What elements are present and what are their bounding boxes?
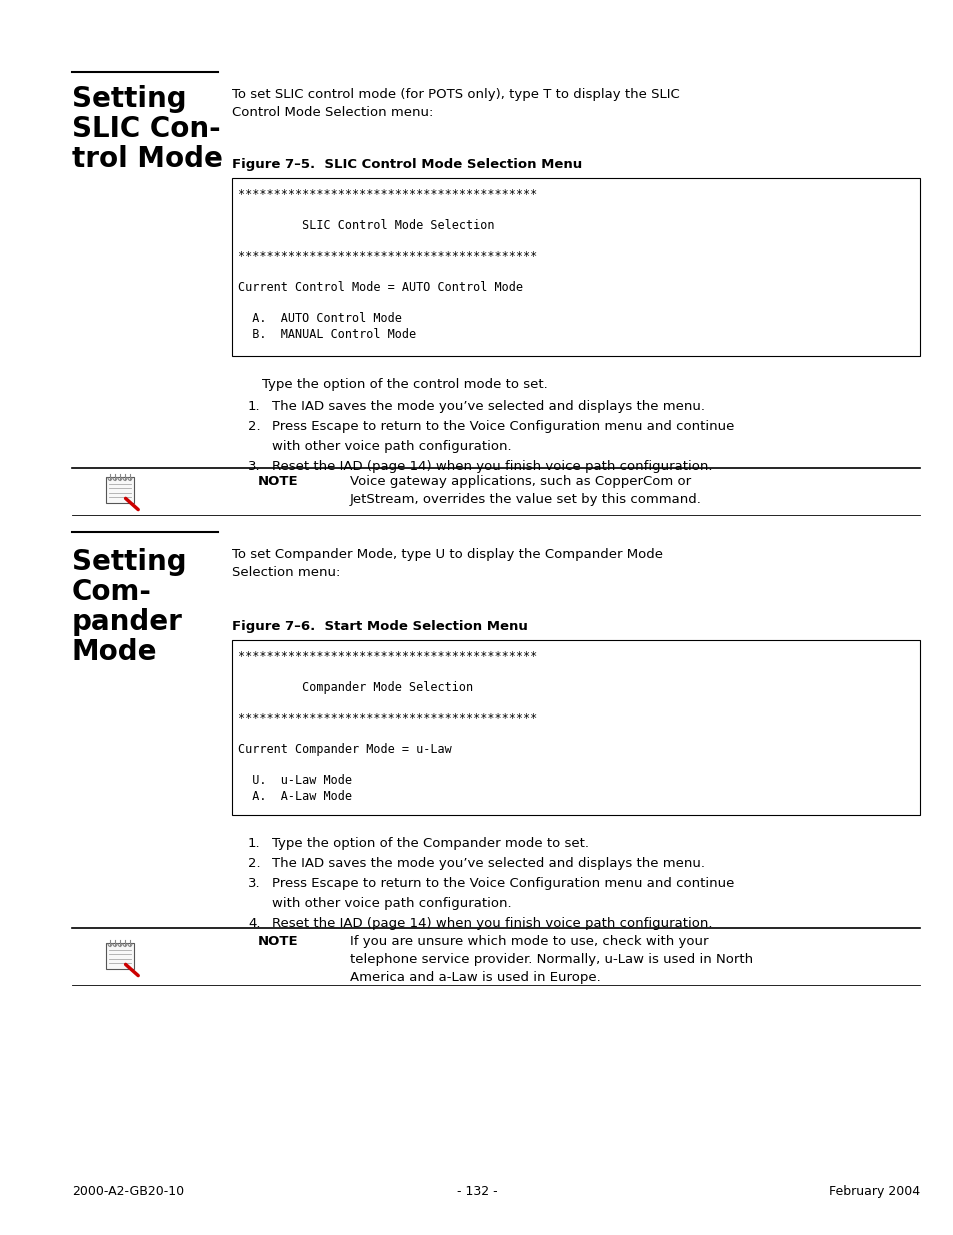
Text: Reset the IAD (page 14) when you finish voice path configuration.: Reset the IAD (page 14) when you finish … [272, 459, 712, 473]
Text: trol Mode: trol Mode [71, 144, 223, 173]
Text: ******************************************: ****************************************… [237, 713, 537, 725]
Text: 2.: 2. [248, 857, 260, 869]
FancyBboxPatch shape [106, 478, 133, 503]
Text: February 2004: February 2004 [828, 1186, 919, 1198]
Text: Setting: Setting [71, 85, 187, 112]
Text: with other voice path configuration.: with other voice path configuration. [272, 440, 511, 453]
Text: Voice gateway applications, such as CopperCom or: Voice gateway applications, such as Copp… [350, 475, 690, 488]
Text: Type the option of the control mode to set.: Type the option of the control mode to s… [262, 378, 547, 391]
Text: A.  AUTO Control Mode: A. AUTO Control Mode [237, 312, 401, 325]
Text: 1.: 1. [248, 837, 260, 850]
Text: - 132 -: - 132 - [456, 1186, 497, 1198]
Text: telephone service provider. Normally, u-Law is used in North: telephone service provider. Normally, u-… [350, 953, 752, 966]
Text: Type the option of the Compander mode to set.: Type the option of the Compander mode to… [272, 837, 588, 850]
Text: Setting: Setting [71, 548, 187, 576]
Text: NOTE: NOTE [257, 475, 298, 488]
Text: Figure 7–6.  Start Mode Selection Menu: Figure 7–6. Start Mode Selection Menu [232, 620, 527, 634]
Text: SLIC Control Mode Selection: SLIC Control Mode Selection [237, 219, 494, 232]
Text: U.  u-Law Mode: U. u-Law Mode [237, 774, 352, 787]
FancyBboxPatch shape [106, 944, 133, 968]
Text: To set SLIC control mode (for POTS only), type T to display the SLIC: To set SLIC control mode (for POTS only)… [232, 88, 679, 101]
Text: Current Control Mode = AUTO Control Mode: Current Control Mode = AUTO Control Mode [237, 282, 522, 294]
Text: A.  A-Law Mode: A. A-Law Mode [237, 789, 352, 803]
Text: 3.: 3. [248, 877, 260, 890]
Text: Selection menu:: Selection menu: [232, 566, 340, 579]
Text: Mode: Mode [71, 638, 157, 666]
Text: 2000-A2-GB20-10: 2000-A2-GB20-10 [71, 1186, 184, 1198]
Text: 3.: 3. [248, 459, 260, 473]
Text: 4.: 4. [248, 918, 260, 930]
Text: If you are unsure which mode to use, check with your: If you are unsure which mode to use, che… [350, 935, 708, 948]
Text: with other voice path configuration.: with other voice path configuration. [272, 897, 511, 910]
Text: Control Mode Selection menu:: Control Mode Selection menu: [232, 106, 433, 119]
Text: Press Escape to return to the Voice Configuration menu and continue: Press Escape to return to the Voice Conf… [272, 877, 734, 890]
Text: Com-: Com- [71, 578, 152, 606]
Text: The IAD saves the mode you’ve selected and displays the menu.: The IAD saves the mode you’ve selected a… [272, 400, 704, 412]
Text: NOTE: NOTE [257, 935, 298, 948]
Text: 2.: 2. [248, 420, 260, 433]
Text: JetStream, overrides the value set by this command.: JetStream, overrides the value set by th… [350, 493, 701, 506]
Text: Current Compander Mode = u-Law: Current Compander Mode = u-Law [237, 743, 452, 756]
Text: pander: pander [71, 608, 183, 636]
Bar [232, 178, 919, 356]
Text: Figure 7–5.  SLIC Control Mode Selection Menu: Figure 7–5. SLIC Control Mode Selection … [232, 158, 581, 170]
Text: 1.: 1. [248, 400, 260, 412]
Text: America and a-Law is used in Europe.: America and a-Law is used in Europe. [350, 971, 600, 984]
Text: To set Compander Mode, type U to display the Compander Mode: To set Compander Mode, type U to display… [232, 548, 662, 561]
Text: Reset the IAD (page 14) when you finish voice path configuration.: Reset the IAD (page 14) when you finish … [272, 918, 712, 930]
Text: ******************************************: ****************************************… [237, 249, 537, 263]
Text: SLIC Con-: SLIC Con- [71, 115, 220, 143]
Text: Press Escape to return to the Voice Configuration menu and continue: Press Escape to return to the Voice Conf… [272, 420, 734, 433]
Text: B.  MANUAL Control Mode: B. MANUAL Control Mode [237, 327, 416, 341]
Text: Compander Mode Selection: Compander Mode Selection [237, 680, 473, 694]
Bar [232, 640, 919, 815]
Text: ******************************************: ****************************************… [237, 650, 537, 663]
Text: ******************************************: ****************************************… [237, 188, 537, 201]
Text: The IAD saves the mode you’ve selected and displays the menu.: The IAD saves the mode you’ve selected a… [272, 857, 704, 869]
